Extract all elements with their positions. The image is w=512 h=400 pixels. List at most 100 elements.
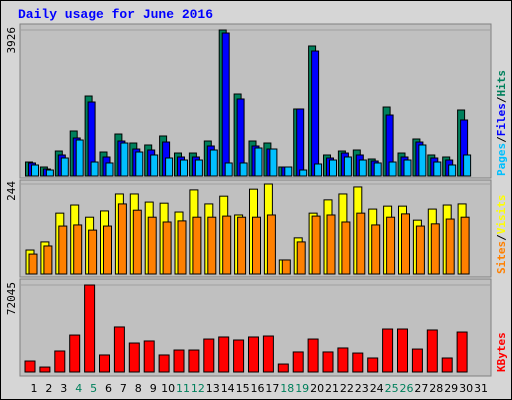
x-tick-label: 26 — [400, 382, 414, 395]
chart-title: Daily usage for June 2016 — [18, 7, 213, 22]
legend-separator: / — [495, 136, 508, 143]
bar — [90, 161, 99, 177]
bar — [188, 349, 200, 373]
legend-separator: / — [495, 96, 508, 103]
bar — [192, 216, 202, 275]
x-tick-label: 3 — [60, 382, 67, 395]
bar — [322, 351, 334, 373]
bar — [262, 335, 274, 373]
bar — [69, 334, 81, 373]
bar — [209, 149, 218, 177]
x-tick-label: 10 — [161, 382, 175, 395]
bar — [150, 154, 159, 177]
bar — [401, 213, 410, 275]
bar — [448, 164, 457, 177]
bar — [177, 220, 187, 275]
x-tick-label: 6 — [105, 382, 112, 395]
bar — [237, 216, 247, 275]
bar — [311, 215, 321, 275]
bar — [39, 366, 51, 373]
bar — [143, 340, 155, 373]
bar — [460, 216, 470, 275]
bar — [75, 139, 84, 177]
bar — [445, 218, 455, 275]
bar — [456, 331, 468, 373]
bar — [426, 329, 438, 373]
x-tick-label: 20 — [310, 382, 324, 395]
bar — [367, 357, 379, 373]
x-tick-label: 13 — [206, 382, 220, 395]
bar — [147, 216, 157, 275]
bar — [296, 241, 306, 275]
bar — [218, 336, 230, 373]
x-tick-label: 2 — [45, 382, 52, 395]
legend-entry: Files — [495, 103, 508, 136]
bar — [165, 157, 174, 177]
legend: KBytes — [495, 332, 508, 372]
x-tick-label: 29 — [444, 382, 458, 395]
bar — [117, 203, 127, 275]
bar — [45, 169, 54, 177]
x-tick-label: 9 — [150, 382, 157, 395]
y-tick-label: 72045 — [5, 282, 18, 315]
bar — [224, 162, 233, 177]
bar — [120, 142, 129, 177]
legend-entry: Visits — [495, 195, 508, 235]
bar — [415, 225, 425, 275]
x-tick-label: 25 — [385, 382, 399, 395]
bar — [58, 225, 68, 275]
bar — [441, 357, 453, 373]
bar — [463, 154, 472, 177]
x-tick-label: 30 — [459, 382, 473, 395]
bar — [418, 144, 427, 177]
y-tick-label: 3926 — [5, 27, 18, 54]
bar — [386, 216, 396, 275]
bar — [88, 229, 98, 275]
bar — [277, 363, 289, 373]
x-tick-label: 5 — [90, 382, 97, 395]
bar — [239, 162, 248, 177]
x-tick-label: 1 — [31, 382, 38, 395]
bar — [158, 354, 170, 373]
bar — [207, 216, 217, 275]
x-tick-label: 28 — [429, 382, 443, 395]
bar — [162, 221, 172, 275]
bar — [248, 336, 259, 373]
bar — [388, 161, 397, 177]
bar — [128, 342, 140, 373]
bar — [105, 162, 114, 177]
bar — [266, 214, 276, 275]
legend: Sites/Visits — [495, 195, 508, 275]
bar — [113, 326, 125, 373]
bar — [343, 156, 352, 177]
x-tick-label: 8 — [135, 382, 142, 395]
bar — [352, 352, 364, 373]
x-tick-label: 12 — [191, 382, 205, 395]
bar — [31, 164, 39, 177]
bar — [371, 224, 381, 275]
x-tick-label: 15 — [236, 382, 250, 395]
x-tick-label: 16 — [251, 382, 265, 395]
bar — [194, 159, 203, 177]
bar — [341, 221, 351, 275]
bar — [43, 245, 53, 275]
bar — [203, 338, 215, 373]
x-tick-label: 24 — [370, 382, 384, 395]
bar — [180, 159, 188, 177]
x-tick-label: 4 — [75, 382, 82, 395]
x-tick-label: 18 — [280, 382, 294, 395]
x-tick-label: 31 — [474, 382, 488, 395]
bar — [73, 224, 83, 275]
bar — [314, 163, 323, 177]
bar — [326, 214, 336, 275]
x-tick-label: 11 — [176, 382, 190, 395]
x-tick-label: 22 — [340, 382, 354, 395]
bar — [54, 350, 66, 373]
bar — [222, 215, 232, 275]
bar — [337, 347, 349, 373]
bar — [403, 159, 412, 177]
bar — [299, 169, 308, 177]
bar — [99, 354, 110, 373]
bar — [430, 223, 440, 275]
